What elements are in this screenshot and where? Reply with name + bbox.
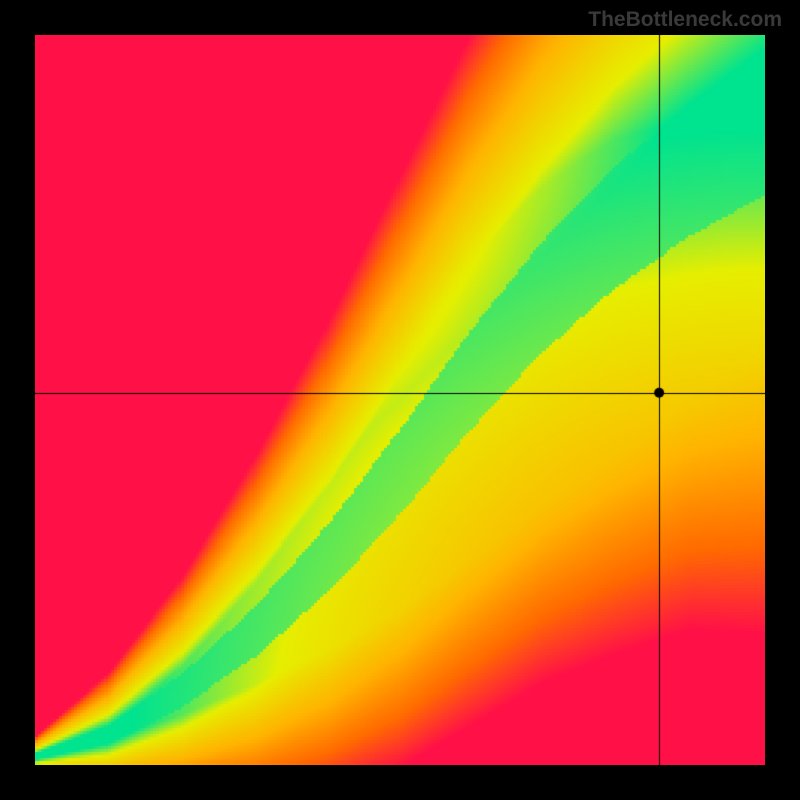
watermark-text: TheBottleneck.com xyxy=(588,8,782,32)
heatmap-canvas xyxy=(35,35,765,765)
bottleneck-heatmap xyxy=(35,35,765,765)
